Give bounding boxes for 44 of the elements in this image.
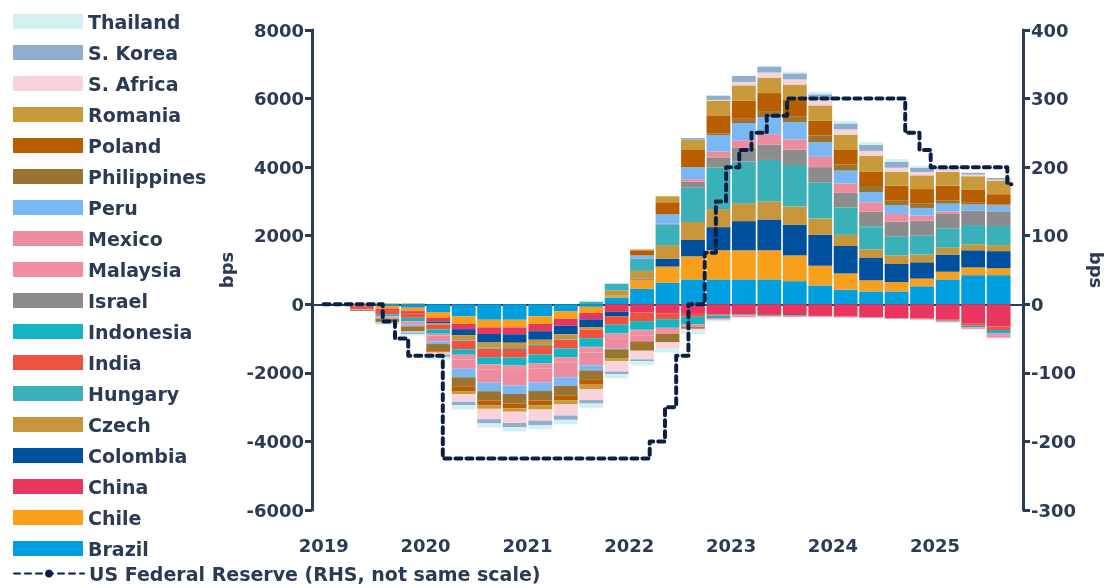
y2-tick-label: 400 (1031, 19, 1069, 41)
x-tick-label: 2025 (909, 534, 961, 556)
legend-label: US Federal Reserve (RHS, not same scale) (89, 562, 541, 585)
y-tick-label: 2000 (253, 225, 304, 247)
y-tick-label: 4000 (253, 156, 304, 178)
y2-tick-label: 200 (1031, 156, 1069, 178)
y-tick-label: 0 (291, 293, 304, 315)
legend-label: Chile (88, 506, 142, 529)
x-tick-label: 2024 (807, 534, 858, 556)
legend-label: Philippines (88, 165, 207, 188)
y-tick-label: -6000 (246, 499, 304, 521)
y2-tick-label: -100 (1031, 362, 1077, 384)
legend-label: China (88, 475, 149, 498)
legend-label: Malaysia (88, 258, 182, 281)
legend-label: Israel (88, 289, 148, 312)
y-tick-label: -4000 (246, 430, 304, 452)
y2-tick-label: -300 (1031, 499, 1077, 521)
legend-label: Mexico (88, 227, 163, 250)
x-tick-label: 2022 (604, 534, 655, 556)
legend-label: India (88, 351, 142, 374)
y-tick-label: 8000 (253, 19, 304, 41)
x-tick-label: 2020 (400, 534, 451, 556)
legend-label: Peru (88, 196, 138, 219)
legend-label: S. Korea (88, 41, 179, 64)
y-axis-title: bps (216, 251, 238, 289)
y-tick-label: -2000 (246, 362, 304, 384)
x-tick-label: 2021 (502, 534, 553, 556)
legend-label: Hungary (88, 382, 180, 405)
legend-label: S. Africa (88, 72, 179, 95)
legend-label: Indonesia (88, 320, 193, 343)
legend-label: Thailand (88, 10, 181, 33)
legend-label: Colombia (88, 444, 188, 467)
x-tick-label: 2019 (298, 534, 349, 556)
y-tick-label: 6000 (253, 88, 304, 110)
legend-label: Romania (88, 103, 182, 126)
legend-label: Brazil (88, 537, 149, 560)
y2-tick-label: 100 (1031, 225, 1069, 247)
legend-label: Poland (88, 134, 162, 157)
x-tick-label: 2023 (706, 534, 757, 556)
legend-label: Czech (88, 413, 151, 436)
y2-tick-label: -200 (1031, 430, 1077, 452)
y2-tick-label: 300 (1031, 88, 1069, 110)
y2-tick-label: 0 (1031, 293, 1044, 315)
y2-axis-title: bps (1085, 251, 1107, 289)
